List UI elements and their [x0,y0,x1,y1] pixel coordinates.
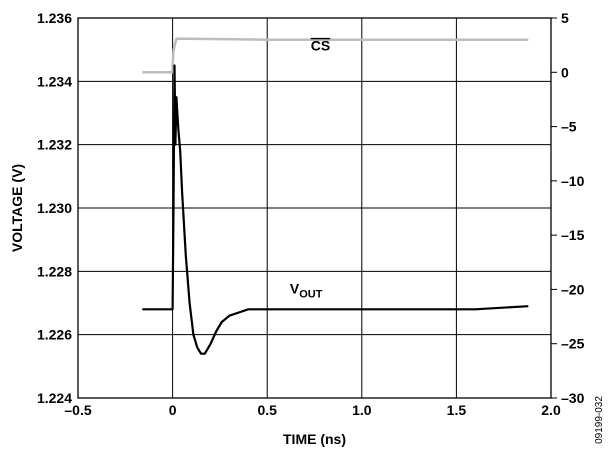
x-axis-title: TIME (ns) [283,431,346,447]
series-label-main: V [290,281,300,297]
x-tick-label: –0.5 [64,402,91,418]
y-tick-label: 1.232 [37,137,72,153]
y2-tick-label: –10 [561,173,585,189]
y-tick-label: 1.226 [37,327,72,343]
figure-id: 09199-032 [594,396,605,444]
grid [78,18,551,398]
x-tick-labels: –0.5 0 0.5 1.0 1.5 2.0 [64,402,561,418]
y2-tick-label: 0 [561,64,569,80]
y2-tick-label: –20 [561,281,585,297]
series-labels: CS VOUT [290,38,331,301]
y-tick-labels: 1.224 1.226 1.228 1.230 1.232 1.234 1.236 [37,10,72,406]
x-tick-label: 0 [169,402,177,418]
x-tick-label: 1.0 [352,402,372,418]
y-tick-label: 1.224 [37,390,72,406]
x-tick-label: 1.5 [447,402,467,418]
y2-tick-label: –25 [561,336,585,352]
x-tick-label: 0.5 [257,402,277,418]
y-tick-label: 1.236 [37,10,72,26]
y2-tick-label: –15 [561,227,585,243]
series-lines [142,37,529,355]
y2-tick-labels: –30 –25 –20 –15 –10 –5 0 5 [551,10,585,406]
y-axis-title: VOLTAGE (V) [9,164,25,252]
series-label-vout: VOUT [290,281,323,301]
y-tick-label: 1.234 [37,73,72,89]
series-line-cs [142,37,529,74]
series-line-vout [142,64,529,355]
series-label-main: CS [311,38,330,54]
y2-tick-label: –5 [561,119,577,135]
y2-tick-label: 5 [561,10,569,26]
x-tick-label: 2.0 [541,402,561,418]
y2-tick-label: –30 [561,390,585,406]
y-tick-label: 1.230 [37,200,72,216]
series-label-cs: CS [311,38,330,54]
y-tick-label: 1.228 [37,263,72,279]
series-label-subscript: OUT [299,289,323,301]
plot-frame [77,17,552,399]
